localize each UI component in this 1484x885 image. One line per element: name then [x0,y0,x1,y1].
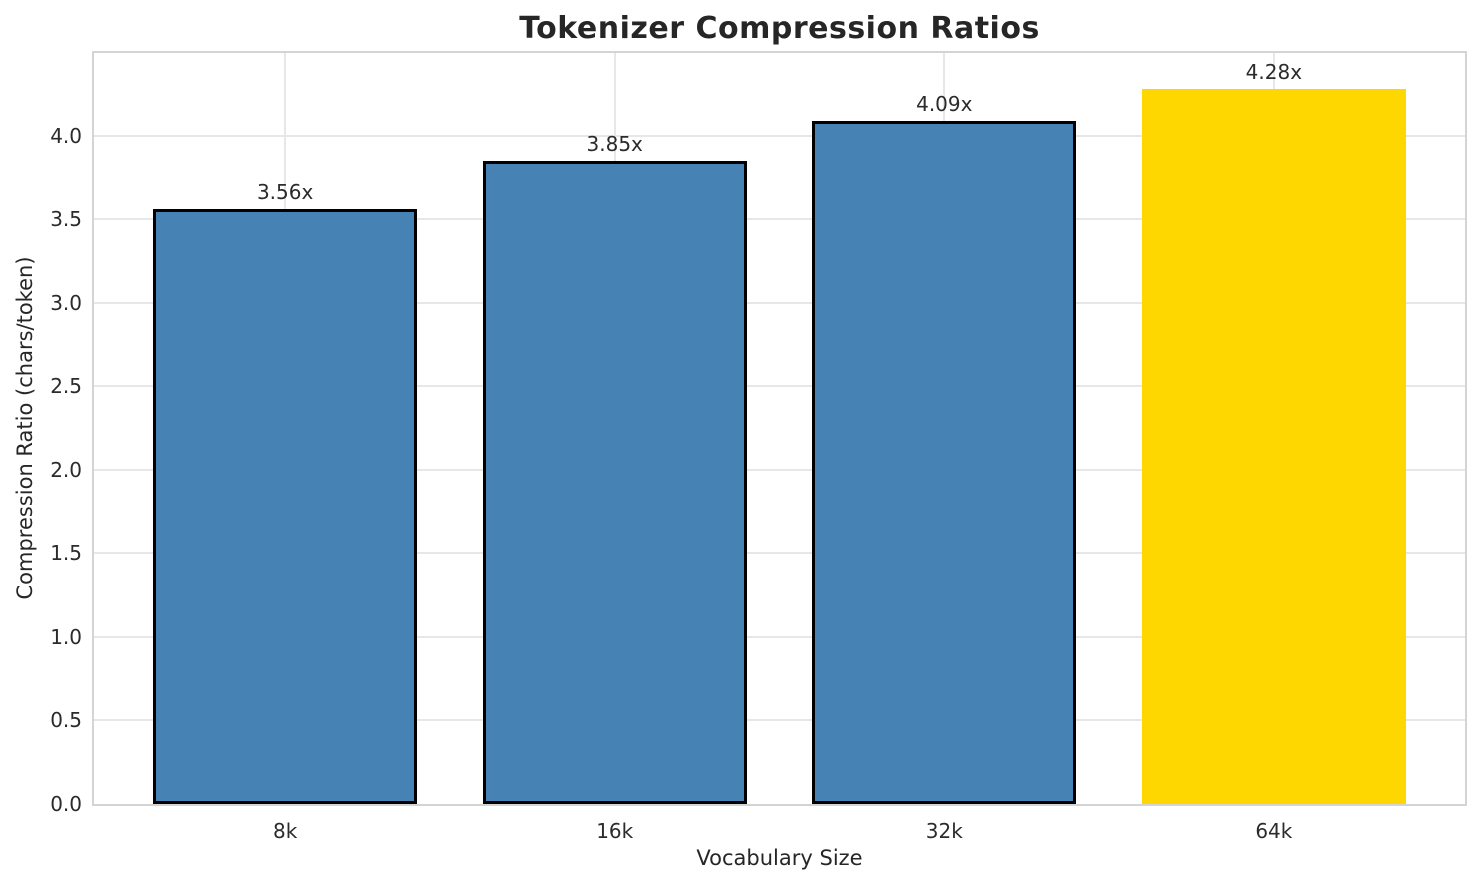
y-tick-label-0.5: 0.5 [50,708,82,733]
h-gridline-2.5 [94,385,1465,388]
plot-area: 3.56x 3.85x 4.09x 4.28x [92,51,1467,806]
bar-value-label-8k: 3.56x [256,180,314,205]
h-gridline-2 [94,468,1465,471]
h-gridline-4 [94,134,1465,137]
h-gridline-1 [94,635,1465,638]
x-tick-label-16k: 16k [596,819,634,843]
h-gridline-1.5 [94,552,1465,555]
bar-value-label-32k: 4.09x [916,91,973,116]
y-tick-label-1.0: 1.0 [50,624,82,649]
chart-title: Tokenizer Compression Ratios [519,11,1040,46]
h-gridline-3 [94,301,1465,304]
y-tick-label-3.0: 3.0 [50,290,82,315]
y-tick-label-2.0: 2.0 [50,457,82,482]
y-tick-label-0.0: 0.0 [50,792,82,816]
x-axis-label: Vocabulary Size [696,846,863,870]
bar-value-label-64k: 4.28x [1245,59,1303,84]
y-tick-label-1.5: 1.5 [50,541,82,566]
h-gridline-3.5 [94,218,1465,221]
x-tick-label-32k: 32k [925,819,963,843]
bar-64k [1141,88,1406,804]
bar-32k [812,120,1077,804]
y-tick-label-4.0: 4.0 [50,123,82,148]
h-gridline-0.5 [94,719,1465,722]
bar-16k [482,160,747,804]
x-tick-label-8k: 8k [272,819,298,843]
bar-value-label-16k: 3.85x [586,131,643,156]
y-tick-label-3.5: 3.5 [50,207,82,232]
x-tick-label-64k: 64k [1255,819,1293,843]
bar-8k [153,209,418,804]
y-tick-label-2.5: 2.5 [50,374,82,399]
